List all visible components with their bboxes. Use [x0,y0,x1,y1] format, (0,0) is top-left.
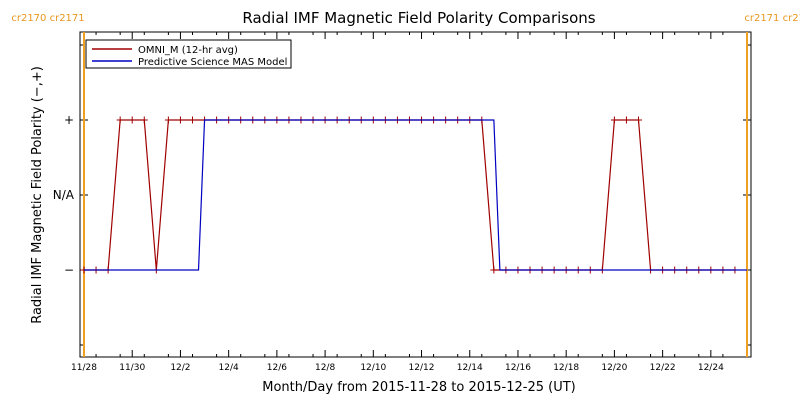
legend-label-omni: OMNI_M (12-hr avg) [138,45,238,56]
omni-data-point [635,116,643,124]
plot-frame [79,31,752,358]
y-tick-label: − [64,263,74,277]
omni-data-point [622,116,630,124]
series-lines [80,116,747,274]
x-tick-label: 12/8 [315,363,335,373]
legend: OMNI_M (12-hr avg) Predictive Science MA… [85,39,292,69]
x-tick-label: 12/12 [409,363,435,373]
mas-model-series-line [84,119,747,271]
x-tick-label: 12/22 [650,363,676,373]
carrington-markers: cr2170 cr2171 cr2171 cr2172 [11,13,800,357]
chart-title: Radial IMF Magnetic Field Polarity Compa… [242,9,595,27]
omni-data-point [176,116,184,124]
omni-data-point [490,266,498,274]
x-tick-label: 12/20 [601,363,627,373]
x-tick-label: 12/18 [553,363,579,373]
omni-data-point [188,116,196,124]
x-tick-label: 11/28 [71,363,97,373]
x-tick-label: 12/10 [360,363,386,373]
x-tick-label: 12/14 [457,363,483,373]
x-tick-label: 12/6 [267,363,287,373]
x-tick-label: 12/4 [219,363,239,373]
x-tick-label: 11/30 [119,363,145,373]
legend-box [85,39,292,69]
omni-data-point [610,116,618,124]
x-tick-label: 12/2 [170,363,190,373]
legend-label-mas: Predictive Science MAS Model [138,57,287,68]
carrington-label: cr2171 cr2172 [744,13,800,24]
carrington-label: cr2170 cr2171 [11,13,84,24]
omni-series-line [84,119,735,271]
x-axis-title: Month/Day from 2015-11-28 to 2015-12-25 … [262,380,575,395]
y-tick-label: N/A [53,188,75,202]
omni-data-point [140,116,148,124]
y-axis-title: Radial IMF Magnetic Field Polarity (−,+) [30,66,45,324]
omni-data-point [116,116,124,124]
x-tick-label: 12/16 [505,363,531,373]
axis-ticks: 11/28 11/30 12/2 12/4 12/6 12/8 12/10 12/12 12/1… [53,32,751,373]
omni-data-point [128,116,136,124]
omni-data-point [164,116,172,124]
x-tick-label: 12/24 [698,363,724,373]
y-tick-label: + [64,113,74,127]
